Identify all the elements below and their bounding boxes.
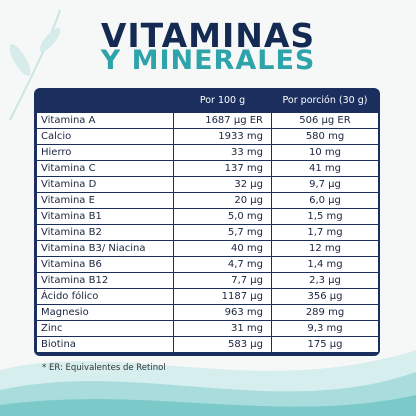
leaf	[9, 44, 31, 76]
nutrient-name: Vitamina B12	[37, 273, 173, 288]
nutrient-value: 31 mg	[174, 321, 271, 336]
leaf-stem	[9, 9, 61, 121]
column-header: Por 100 g	[199, 95, 246, 106]
nutrient-value: 9,3 mg	[272, 321, 378, 336]
nutrient-name: Vitamina D	[37, 177, 173, 192]
nutrient-value: 12 mg	[272, 241, 378, 256]
nutrient-value: 33 mg	[174, 145, 271, 160]
nutrient-value: 1,4 mg	[272, 257, 378, 272]
nutrient-value: 1933 mg	[174, 129, 271, 144]
nutrient-name: Vitamina B3/ Niacina	[37, 241, 173, 256]
nutrient-value: 137 mg	[174, 161, 271, 176]
leaf	[39, 28, 61, 52]
nutrient-value: 6,0 µg	[272, 193, 378, 208]
nutrient-value: 289 mg	[272, 305, 378, 320]
nutrient-name: Biotina	[37, 337, 173, 352]
nutrient-name: Vitamina B1	[37, 209, 173, 224]
nutrient-value: 20 µg	[174, 193, 271, 208]
nutrient-value: 356 µg	[272, 289, 378, 304]
footnote: * ER: Equivalentes de Retinol	[42, 363, 166, 373]
nutrient-value: 1187 µg	[174, 289, 271, 304]
nutrient-name: Vitamina B6	[37, 257, 173, 272]
nutrient-value: 2,3 µg	[272, 273, 378, 288]
subtitle: Y MINERALES	[100, 45, 316, 76]
nutrient-value: 963 mg	[174, 305, 271, 320]
nutrient-value: 583 µg	[174, 337, 271, 352]
nutrient-value: 580 mg	[272, 129, 378, 144]
nutrient-value: 40 mg	[174, 241, 271, 256]
nutrient-value: 10 mg	[272, 145, 378, 160]
nutrient-name: Ácido fólico	[37, 289, 173, 304]
nutrient-value: 32 µg	[174, 177, 271, 192]
nutrient-value: 506 µg ER	[272, 113, 378, 128]
column-header: Por porción (30 g)	[282, 95, 368, 106]
nutrient-value: 7,7 µg	[174, 273, 271, 288]
nutrient-value: 5,0 mg	[174, 209, 271, 224]
nutrient-value: 9,7 µg	[272, 177, 378, 192]
nutrient-value: 5,7 mg	[174, 225, 271, 240]
nutrient-value: 1,7 mg	[272, 225, 378, 240]
nutrient-name: Vitamina B2	[37, 225, 173, 240]
nutrient-value: 175 µg	[272, 337, 378, 352]
nutrient-name: Vitamina C	[37, 161, 173, 176]
nutrient-name: Zinc	[37, 321, 173, 336]
wave	[0, 395, 416, 416]
nutrient-name: Calcio	[37, 129, 173, 144]
title: VITAMINAS	[100, 16, 316, 55]
nutrient-name: Vitamina E	[37, 193, 173, 208]
nutrient-value: 1687 µg ER	[174, 113, 271, 128]
nutrient-name: Vitamina A	[37, 113, 173, 128]
nutrient-value: 41 mg	[272, 161, 378, 176]
nutrient-value: 4,7 mg	[174, 257, 271, 272]
nutrient-name: Magnesio	[37, 305, 173, 320]
nutrient-name: Hierro	[37, 145, 173, 160]
nutrient-value: 1,5 mg	[272, 209, 378, 224]
